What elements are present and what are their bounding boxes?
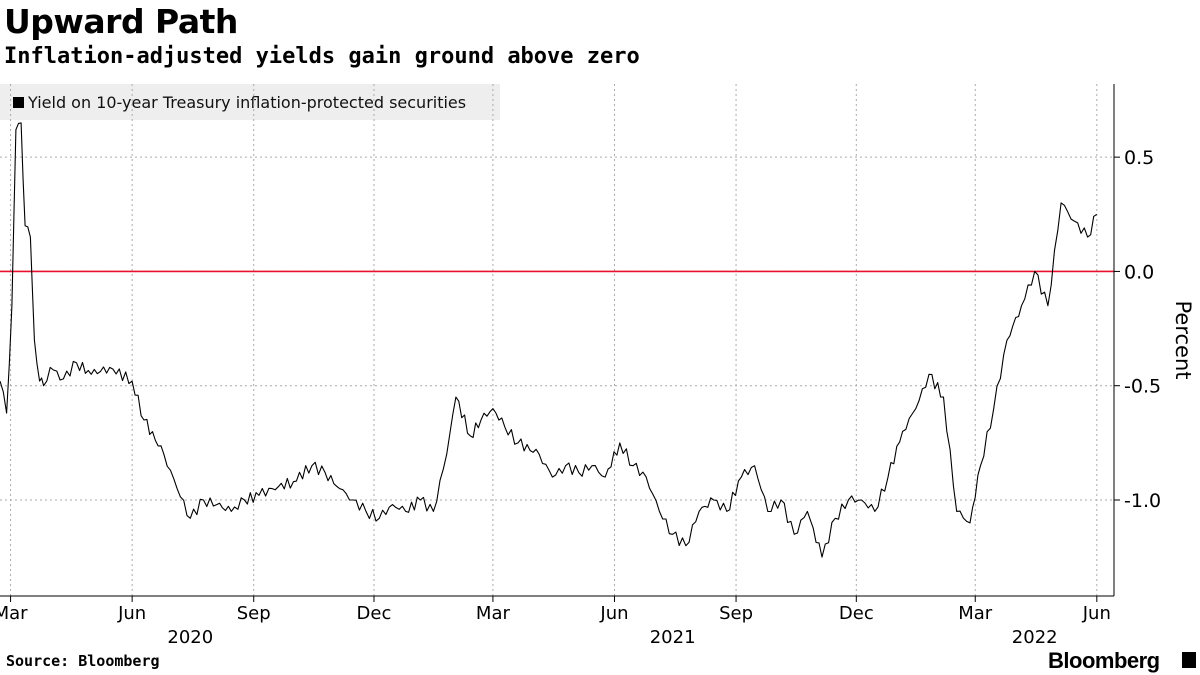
x-year-label: 2022 bbox=[1012, 627, 1058, 648]
y-axis-label: Percent bbox=[1171, 300, 1195, 379]
x-tick-label: Jun bbox=[599, 603, 628, 624]
legend: Yield on 10-year Treasury inflation-prot… bbox=[0, 84, 500, 120]
y-tick-label: -0.5 bbox=[1124, 376, 1161, 398]
x-tick-label: Mar bbox=[476, 603, 511, 624]
legend-swatch bbox=[13, 96, 24, 108]
y-tick-label: -1.0 bbox=[1124, 490, 1161, 512]
brand-logo: Bloomberg bbox=[1048, 648, 1160, 673]
x-year-label: 2020 bbox=[167, 627, 213, 648]
y-axis-ticks: 0.5 0.0 -0.5 -1.0 bbox=[1114, 147, 1161, 512]
x-tick-label: Jun bbox=[1082, 603, 1111, 624]
legend-label: Yield on 10-year Treasury inflation-prot… bbox=[28, 92, 467, 112]
x-axis-year-labels: 2020 2021 2022 bbox=[167, 627, 1057, 648]
x-tick-label: Sep bbox=[719, 603, 753, 624]
grid-lines bbox=[0, 84, 1114, 596]
x-year-label: 2021 bbox=[650, 627, 696, 648]
x-tick-label: Dec bbox=[357, 603, 392, 624]
x-tick-label: Mar bbox=[0, 603, 28, 624]
series-line-tips-yield bbox=[0, 122, 1098, 558]
chart-subtitle: Inflation-adjusted yields gain ground ab… bbox=[4, 44, 640, 69]
x-tick-label: Sep bbox=[237, 603, 271, 624]
source-note: Source: Bloomberg bbox=[6, 652, 160, 670]
y-tick-label: 0.5 bbox=[1124, 147, 1154, 169]
x-tick-label: Dec bbox=[839, 603, 874, 624]
x-axis-ticks: Mar Jun Sep Dec Mar Jun Sep Dec Mar Jun bbox=[0, 596, 1111, 624]
brand-mark-icon bbox=[1182, 652, 1196, 668]
x-tick-label: Jun bbox=[117, 603, 146, 624]
x-tick-label: Mar bbox=[958, 603, 993, 624]
chart-title: Upward Path bbox=[4, 2, 238, 41]
y-tick-label: 0.0 bbox=[1124, 261, 1154, 283]
